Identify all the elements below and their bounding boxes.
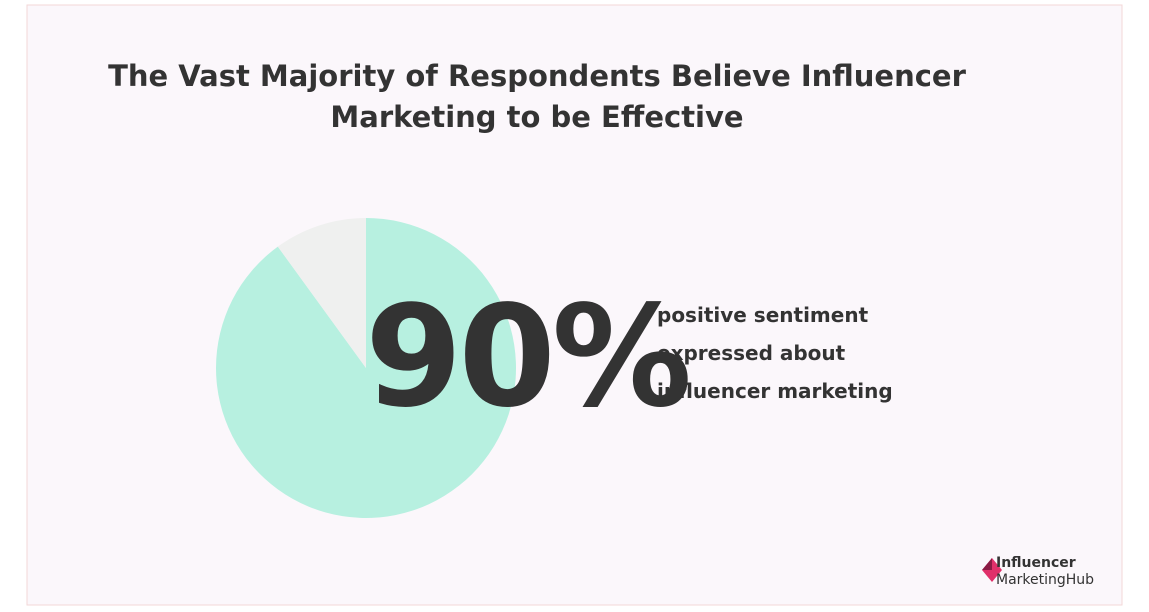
pie (215, 218, 516, 518)
value-label: 90% (365, 276, 688, 439)
brand-logo (982, 558, 992, 570)
annotation: positive sentiment (657, 303, 869, 327)
annotation: expressed about (657, 341, 846, 365)
brand-text: Influencer (996, 555, 1076, 571)
chart-title: The Vast Majority of Respondents Believe… (108, 59, 966, 93)
chart-title: Marketing to be Effective (330, 100, 743, 134)
brand-text: MarketingHub (996, 572, 1094, 588)
pie-slice (277, 218, 366, 368)
panel (26, 4, 1123, 606)
annotation: influencer marketing (657, 379, 893, 403)
